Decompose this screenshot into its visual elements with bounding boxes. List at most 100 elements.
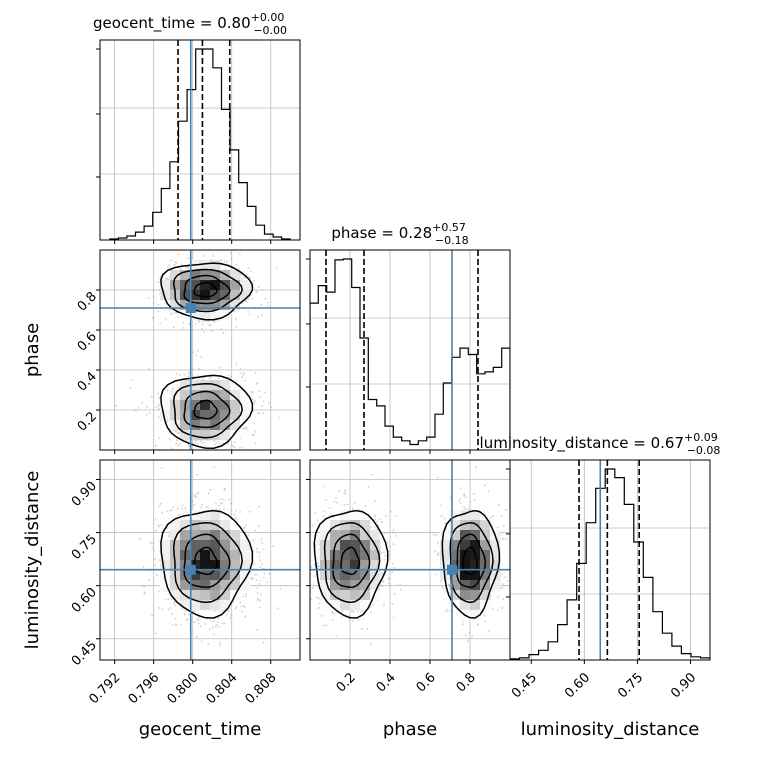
density-cell — [180, 410, 191, 421]
density-cell — [440, 530, 451, 541]
contour-level-2 — [332, 533, 371, 589]
density-cell — [210, 310, 221, 321]
title-plus: +0.00 — [251, 11, 285, 24]
density-cell — [350, 600, 361, 611]
density-cell — [180, 600, 191, 611]
panel-frame — [309, 249, 511, 451]
density-cell — [160, 410, 171, 421]
x-tick-label-geocent_time: 0.792 — [87, 670, 124, 707]
density-cell — [340, 580, 351, 591]
density-cell — [170, 580, 181, 591]
density-cell — [460, 530, 471, 541]
density-cell — [180, 580, 191, 591]
x-tick-label-luminosity_distance: 0.90 — [668, 670, 699, 701]
density-cell — [230, 380, 241, 391]
density-cell — [340, 600, 351, 611]
y-tick-label-phase: 0.4 — [75, 369, 100, 394]
density-cell — [170, 420, 181, 431]
density-cell — [200, 390, 211, 401]
density-cell — [440, 550, 451, 561]
truth-marker — [447, 564, 457, 575]
density-cell — [190, 420, 201, 431]
y-tick-label-phase: 0.6 — [75, 329, 100, 354]
density-cell — [370, 560, 381, 571]
contour-level-4 — [160, 262, 254, 321]
density-cell — [210, 550, 221, 561]
density-cell — [170, 590, 181, 601]
density-cell — [160, 400, 171, 411]
x-axis-label-phase: phase — [383, 719, 437, 740]
density-cell — [350, 520, 361, 531]
contour-level-3 — [449, 522, 494, 604]
contour-level-3 — [323, 522, 381, 604]
density-cell — [180, 420, 191, 431]
histogram-geocent_time — [109, 48, 291, 240]
density-cell — [350, 540, 361, 551]
density-cell — [190, 590, 201, 601]
density-cell — [230, 290, 241, 301]
density-cell — [470, 610, 481, 621]
contour-level-3 — [172, 522, 243, 604]
density-cell — [210, 570, 221, 581]
density-cell — [220, 400, 231, 411]
density-cell — [240, 400, 251, 411]
x-tick-label-luminosity_distance: 0.75 — [615, 670, 646, 701]
density-cell — [200, 300, 211, 311]
density-cell — [220, 420, 231, 431]
y-tick-label-luminosity_distance: 0.60 — [69, 585, 100, 616]
panel-frame — [99, 249, 301, 451]
density-cell — [360, 530, 371, 541]
density-cell — [440, 540, 451, 551]
density-cell — [200, 600, 211, 611]
density-cell — [350, 580, 361, 591]
density-cell — [210, 390, 221, 401]
density-cell — [170, 300, 181, 311]
contour-level-1 — [340, 546, 361, 576]
density-cell — [240, 410, 251, 421]
x-tick-label-geocent_time: 0.804 — [204, 670, 241, 707]
contour-level-1 — [193, 281, 218, 298]
density-cell — [160, 290, 171, 301]
density-cell — [320, 530, 331, 541]
density-cell — [160, 550, 171, 561]
density-cell — [360, 600, 371, 611]
density-cell — [330, 560, 341, 571]
title-phase: phase = 0.28+0.57 −0.18 — [331, 221, 468, 247]
density-cell — [460, 570, 471, 581]
density-cell — [230, 420, 241, 431]
density-cell — [210, 430, 221, 441]
density-cell — [450, 510, 461, 521]
density-cell — [460, 560, 471, 571]
title-minus: −0.18 — [435, 234, 469, 247]
density-cell — [490, 580, 501, 591]
density-cell — [470, 510, 481, 521]
density-luminosity_distance-vs-geocent_time — [139, 466, 282, 647]
density-cell — [200, 610, 211, 621]
density-cell — [200, 430, 211, 441]
density-cell — [350, 510, 361, 521]
panel-frame — [509, 459, 711, 661]
density-cell — [240, 390, 251, 401]
density-cell — [450, 550, 461, 561]
density-cell — [200, 560, 211, 571]
density-cell — [210, 300, 221, 311]
density-cell — [230, 540, 241, 551]
density-cell — [210, 560, 221, 571]
x-tick-label-luminosity_distance: 0.60 — [562, 670, 593, 701]
x-axis-label-luminosity_distance: luminosity_distance — [521, 719, 700, 740]
contour-level-2 — [183, 533, 231, 589]
density-cell — [220, 520, 231, 531]
title-luminosity_distance: luminosity_distance = 0.67+0.09 −0.08 — [480, 431, 721, 457]
y-axis-label-phase: phase — [22, 323, 43, 377]
density-cell — [200, 380, 211, 391]
density-cell — [220, 270, 231, 281]
y-tick-label-luminosity_distance: 0.75 — [69, 532, 100, 563]
density-cell — [490, 550, 501, 561]
panel-frame — [99, 459, 301, 661]
contour-level-1 — [193, 546, 218, 576]
density-cell — [200, 400, 211, 411]
density-cell — [220, 410, 231, 421]
density-phase-vs-geocent_time — [115, 250, 281, 450]
density-cell — [170, 520, 181, 531]
density-cell — [220, 530, 231, 541]
